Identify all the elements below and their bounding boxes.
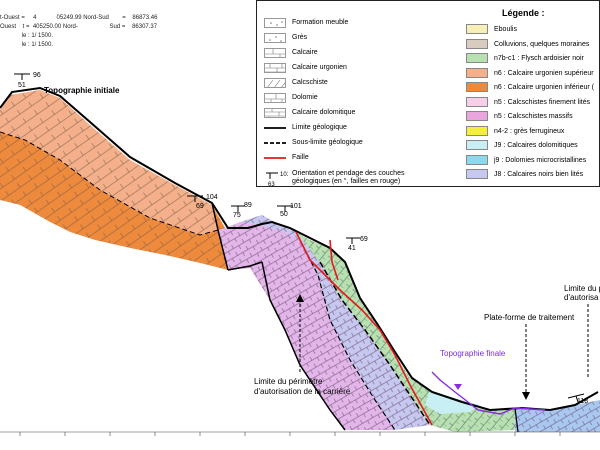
dip-labels: 96 51 104 69 89 75 101 50 69 41 118	[18, 72, 588, 405]
legend-symbol-label: Dolomie	[292, 94, 318, 101]
legend-color-swatch	[466, 140, 488, 150]
legend-symbol-label: Calcaire	[292, 49, 318, 56]
legend-formation-label: n5 : Calcschistes massifs	[494, 113, 573, 120]
section-annotations: Topographie initiale Limite du périmètre…	[44, 86, 600, 396]
dip-symbols	[14, 73, 585, 403]
legend-title: Légende :	[502, 8, 545, 18]
legend-symbol-label: Calcaire urgonien	[292, 64, 347, 71]
legend-formation-label: j9 : Dolomies microcristallines	[494, 156, 587, 164]
dip-3-dip: 75	[233, 212, 241, 219]
legend-formation-label: J9 : Calcaires dolomitiques	[494, 142, 578, 149]
legend-color-swatch	[466, 38, 488, 49]
legend-symbol-label: Formation meuble	[292, 19, 349, 26]
dip-3-strike: 89	[244, 202, 252, 209]
dip-symbol-1	[14, 73, 30, 80]
legend-formation-label: n6 : Calcaire urgonien supérieur	[494, 69, 594, 77]
dip-1-strike: 96	[33, 72, 41, 79]
legend-formation-label: n7b-c1 : Flysch ardoisier noir	[494, 55, 584, 62]
dip-2-strike: 104	[206, 194, 218, 201]
scale-line-1: le : 1/ 1500.	[0, 33, 54, 39]
legend-color-swatch	[466, 82, 488, 92]
coordinate-info: t-Ouest = 4 05249.99 Nord-Sud = 86873.46…	[0, 14, 180, 50]
annotation-arrows	[296, 294, 589, 400]
topography-finale-label: Topographie finale	[440, 349, 506, 358]
faults	[295, 231, 433, 426]
legend-color-swatch	[466, 24, 488, 34]
legend-color-swatch	[466, 169, 488, 179]
legend-formation-label: Colluvions, quelques moraines	[494, 40, 590, 48]
legend-symbol-label: Calcaire dolomitique	[292, 109, 356, 116]
legend-formation-label: J8 : Calcaires noirs bien lités	[494, 171, 584, 178]
limite-right-label-1: Limite du p	[564, 284, 600, 293]
dip-5-dip: 41	[348, 245, 356, 252]
legend-color-swatch	[466, 53, 488, 63]
dip-6-strike: 118	[577, 398, 588, 405]
layer-j9-dolomitique	[425, 390, 480, 414]
legend-symbol-label: Calcschiste	[292, 79, 328, 86]
legend-formation-label: Eboulis	[494, 26, 517, 33]
dip-1-dip: 51	[18, 82, 26, 89]
legend-symbol-label: Faille	[292, 154, 309, 161]
dip-symbol-4	[277, 205, 293, 212]
dip-2-dip: 69	[196, 203, 204, 210]
plate-forme-label: Plate-forme de traitement	[484, 313, 575, 322]
geological-limits	[0, 131, 519, 433]
legend-formation-label: n5 : Calcschistes finement lités	[494, 98, 591, 106]
legend-symbol-label: Grès	[292, 34, 308, 41]
legend-color-swatch	[466, 154, 488, 165]
legend-color-swatch	[466, 111, 488, 121]
legend-color-swatch	[466, 96, 488, 107]
topography-initiale-label: Topographie initiale	[44, 86, 120, 95]
legend-formation-label: n4-2 : grès ferrugineux	[494, 127, 565, 135]
scale-line-2: le : 1/ 1500.	[0, 42, 54, 48]
dip-symbol-3	[231, 205, 245, 212]
dip-symbol-2	[187, 195, 203, 202]
strata-layers	[0, 90, 600, 450]
legend-color-swatch	[466, 125, 488, 136]
coord-line-1: t-Ouest = 4 05249.99 Nord-Sud = 86873.46	[0, 15, 158, 21]
legend-symbol-label: Sous-limite géologique	[292, 139, 363, 146]
dip-5-strike: 69	[360, 236, 368, 243]
finale-marker-triangle	[454, 384, 462, 390]
legend-symbol-label: Orientation et pendage des couches géolo…	[292, 170, 405, 185]
dip-4-strike: 101	[290, 203, 302, 210]
dip-symbol-5	[346, 237, 360, 244]
coord-line-2: Ouest t = 405250.00 Nord- Sud = 86307.37	[0, 24, 158, 30]
topography-finale-line	[431, 371, 546, 415]
dip-example-strike: 101	[280, 172, 288, 178]
legend-symbol-label: Limite géologique	[292, 124, 347, 131]
layer-base-left	[0, 200, 262, 450]
topography-initiale-line	[0, 86, 599, 412]
svg-text:63: 63	[268, 182, 275, 188]
legend-panel	[256, 0, 600, 187]
legend-color-swatch	[466, 67, 488, 78]
limite-carriere-label-2: d'autorisation de la carrière	[254, 387, 351, 396]
dip-4-dip: 50	[280, 211, 288, 218]
limite-carriere-label-1: Limite du périmètre	[254, 377, 323, 386]
legend-formation-label: n6 : Calcaire urgonien inférieur (	[494, 84, 594, 91]
baseline-axis	[0, 431, 600, 436]
dip-symbol-6	[567, 393, 585, 403]
limite-right-label-2: d'autorisa	[564, 293, 599, 302]
